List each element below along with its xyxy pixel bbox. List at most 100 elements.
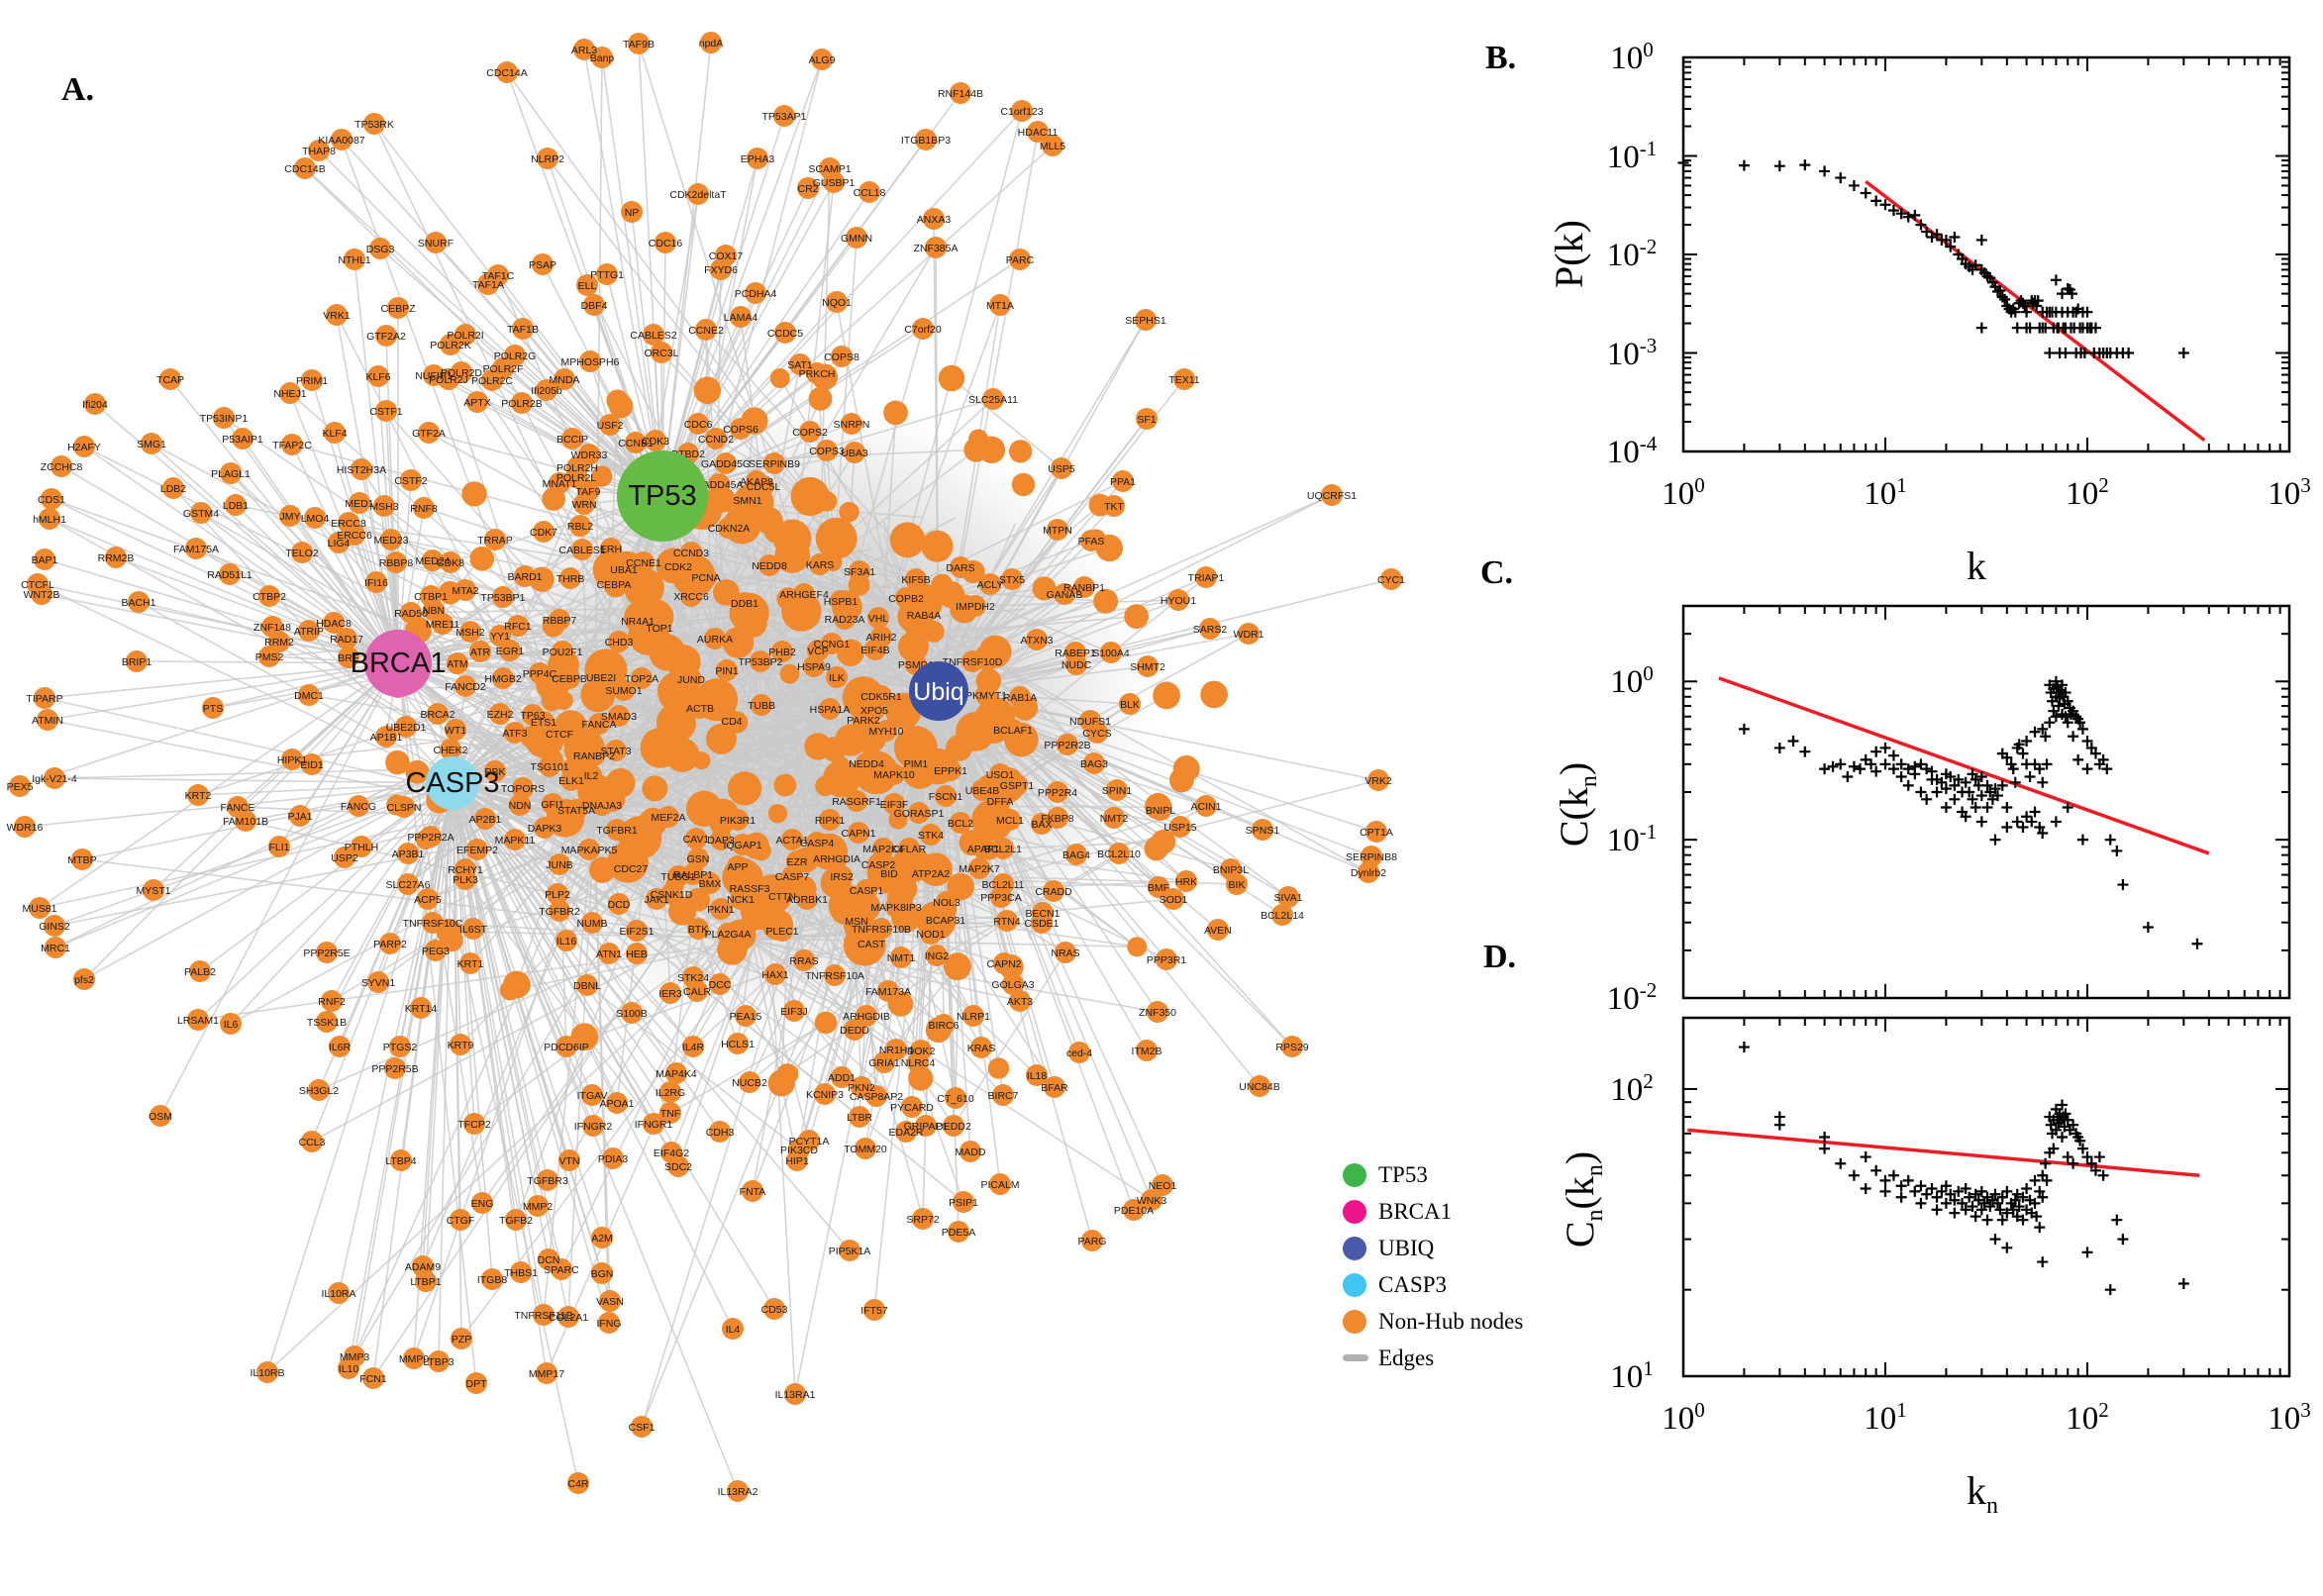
network-node-label: ARHGDIB (843, 1011, 890, 1023)
network-node-label: JUND (677, 674, 705, 686)
network-node (885, 896, 907, 918)
network-node (380, 529, 402, 550)
network-node (950, 812, 971, 834)
network-node (657, 806, 679, 828)
network-node (989, 294, 1011, 316)
network-node (816, 440, 838, 461)
network-node-label: UBA3 (841, 448, 868, 459)
network-node-label: SNURF (418, 238, 454, 249)
network-node (397, 873, 419, 895)
network-node (695, 566, 717, 588)
network-node (344, 1346, 365, 1367)
legend-item-ubiq: UBIQ (1343, 1230, 1523, 1266)
network-node (1103, 807, 1125, 829)
network-node (992, 873, 1014, 895)
network-node (834, 608, 856, 630)
scatter-point (1887, 749, 1899, 761)
network-node (682, 1036, 704, 1057)
network-node (1148, 876, 1169, 898)
network-node-label: SEPHS1 (1125, 315, 1166, 327)
scatter-point (2081, 736, 2093, 748)
network-node-label: CFLAR (892, 844, 927, 855)
network-node (758, 554, 780, 576)
scatter-point (2048, 1143, 2060, 1154)
network-node-label: CTTN (768, 891, 796, 903)
network-node (730, 888, 752, 910)
network-node-label: HIPK1 (277, 754, 308, 766)
network-node-label: USP5 (1048, 463, 1075, 475)
scatter-point (2085, 742, 2097, 753)
network-node-label: POLR2H (556, 462, 598, 474)
legend-label: Non-Hub nodes (1378, 1308, 1524, 1334)
scatter-point (1819, 1143, 1831, 1154)
scatter-point (1940, 1197, 1952, 1209)
network-node-label: WDR1 (1234, 629, 1264, 641)
network-node (856, 752, 877, 774)
scatter-point (2076, 834, 2088, 846)
network-node (514, 565, 536, 587)
network-node-label: CDK8 (437, 557, 464, 569)
network-node-label: PPP2R2A (407, 832, 454, 844)
network-node-label: WRN (571, 499, 596, 511)
network-node-label: Igk-V21-4 (32, 773, 77, 785)
network-node (588, 713, 610, 735)
network-node-label: NEDD4 (849, 758, 884, 770)
network-node-label: HEB (626, 948, 648, 960)
network-node-label: PLAGL1 (211, 468, 251, 480)
network-node-label: ZNF148 (253, 622, 291, 634)
network-node-label: CDKN2A (708, 523, 751, 535)
network-node (708, 473, 730, 495)
network-node-label: POLR2K (430, 340, 470, 351)
network-node (328, 1282, 350, 1304)
network-node (536, 379, 557, 401)
network-node (533, 711, 555, 733)
network-node-label: TP53BP1 (481, 592, 526, 604)
network-node-label: ARHGEF4 (779, 589, 829, 601)
network-node (727, 855, 749, 877)
network-node-label: PKN1 (707, 904, 735, 916)
network-node (915, 1115, 937, 1137)
network-node (1249, 1075, 1270, 1097)
scatter-point (2011, 1188, 2023, 1200)
edge-swatch-icon (1343, 1354, 1368, 1361)
network-node-label: CDS1 (38, 494, 65, 506)
network-node (950, 556, 971, 578)
network-node (576, 974, 598, 996)
network-node (878, 862, 900, 884)
network-node-label: FNTA (740, 1186, 766, 1198)
network-node-label: BRE (338, 652, 359, 664)
network-node (797, 177, 819, 199)
network-node-label: CYC1 (1377, 574, 1405, 586)
network-node (689, 697, 711, 719)
network-node-label: BIK (1229, 879, 1246, 891)
network-node (722, 1318, 744, 1340)
network-node-label: SOD1 (1160, 894, 1188, 906)
network-node-label: JUNB (546, 859, 572, 871)
network-node-label: RALBP1 (673, 869, 713, 881)
scatter-point (1895, 1191, 1907, 1203)
network-node (400, 602, 422, 624)
network-node-label: GOLGA3 (991, 979, 1034, 991)
network-node (940, 759, 961, 781)
network-node (393, 796, 415, 818)
network-node-label: GADD45G (701, 458, 751, 470)
scatter-point (2029, 1197, 2041, 1209)
network-node-label: JAK1 (644, 894, 668, 906)
network-node-label: MAPK10 (873, 769, 915, 781)
network-node (1136, 1040, 1158, 1061)
scatter-point (2009, 776, 2021, 788)
network-node (972, 838, 994, 859)
network-node-label: Dynlrb2 (1351, 867, 1386, 879)
network-node (806, 832, 828, 853)
network-node (989, 790, 1011, 812)
scatter-point (2017, 1191, 2029, 1203)
network-node (1169, 816, 1191, 838)
network-node-label: RNF144B (938, 88, 983, 100)
scatter-point (2067, 288, 2078, 300)
network-node (771, 641, 793, 662)
network-node-label: POLR2I (447, 330, 483, 342)
network-node (920, 824, 942, 846)
network-node-label: IL16 (556, 936, 577, 948)
network-node (809, 553, 831, 575)
network-node-label: NDN (509, 800, 532, 812)
